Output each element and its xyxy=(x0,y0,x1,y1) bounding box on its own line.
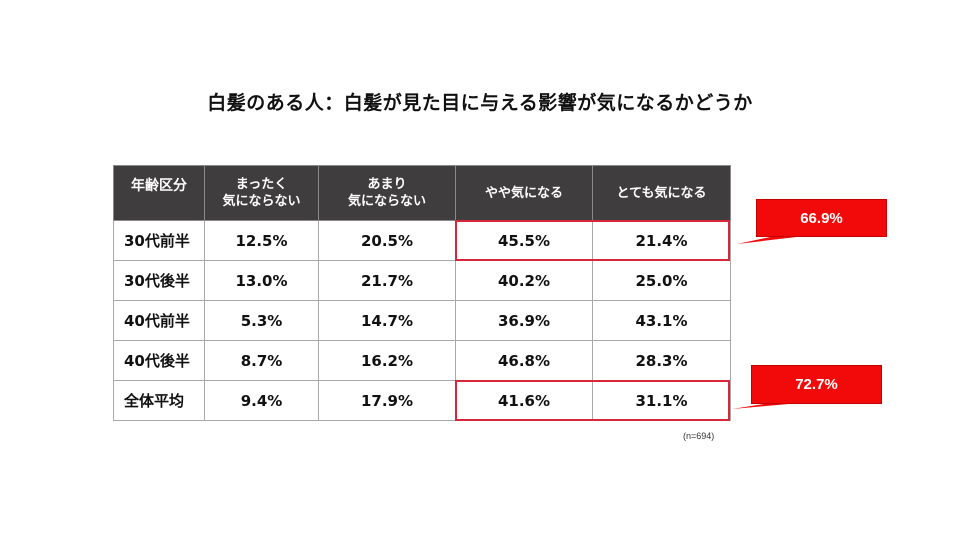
table-header-row: 年齢区分 まったく 気にならない あまり 気にならない やや気になる とても気に… xyxy=(113,165,731,221)
callout-total-30s-early: 66.9% xyxy=(756,199,887,237)
table-cell: 9.4% xyxy=(204,380,319,421)
highlight-box-row1 xyxy=(455,220,730,261)
row-label: 40代前半 xyxy=(113,300,205,341)
table-cell: 41.6% xyxy=(455,380,593,421)
table-cell: 40.2% xyxy=(455,260,593,301)
table-cell: 31.1% xyxy=(592,380,731,421)
table-cell: 21.4% xyxy=(592,220,731,261)
table-cell: 36.9% xyxy=(455,300,593,341)
callout-tail-1 xyxy=(737,236,805,244)
table-cell: 46.8% xyxy=(455,340,593,381)
header-not-concerned-at-all: まったく 気にならない xyxy=(204,165,319,221)
callout-tail-2 xyxy=(732,403,800,409)
table-cell: 21.7% xyxy=(318,260,456,301)
table-cell: 13.0% xyxy=(204,260,319,301)
table-cell: 5.3% xyxy=(204,300,319,341)
header-not-very-concerned: あまり 気にならない xyxy=(318,165,456,221)
table-row: 30代後半 13.0% 21.7% 40.2% 25.0% xyxy=(113,260,731,301)
row-label: 全体平均 xyxy=(113,380,205,421)
table-row: 40代前半 5.3% 14.7% 36.9% 43.1% xyxy=(113,300,731,341)
survey-table: 年齢区分 まったく 気にならない あまり 気にならない やや気になる とても気に… xyxy=(113,165,731,421)
table-cell: 14.7% xyxy=(318,300,456,341)
callout-value: 72.7% xyxy=(795,376,838,393)
callout-value: 66.9% xyxy=(800,209,843,227)
table-row: 全体平均 9.4% 17.9% 41.6% 31.1% xyxy=(113,380,731,421)
sample-size-note: (n=694) xyxy=(683,431,715,441)
table-row: 30代前半 12.5% 20.5% 45.5% 21.4% xyxy=(113,220,731,261)
table-cell: 8.7% xyxy=(204,340,319,381)
row-label: 30代後半 xyxy=(113,260,205,301)
table-cell: 28.3% xyxy=(592,340,731,381)
table-cell: 17.9% xyxy=(318,380,456,421)
table-cell: 25.0% xyxy=(592,260,731,301)
highlight-box-average xyxy=(455,380,730,421)
page-title: 白髪のある人：白髪が見た目に与える影響が気になるかどうか xyxy=(207,92,753,114)
table-cell: 20.5% xyxy=(318,220,456,261)
header-somewhat-concerned: やや気になる xyxy=(455,165,593,221)
callout-total-average: 72.7% xyxy=(751,365,882,404)
table-cell: 12.5% xyxy=(204,220,319,261)
